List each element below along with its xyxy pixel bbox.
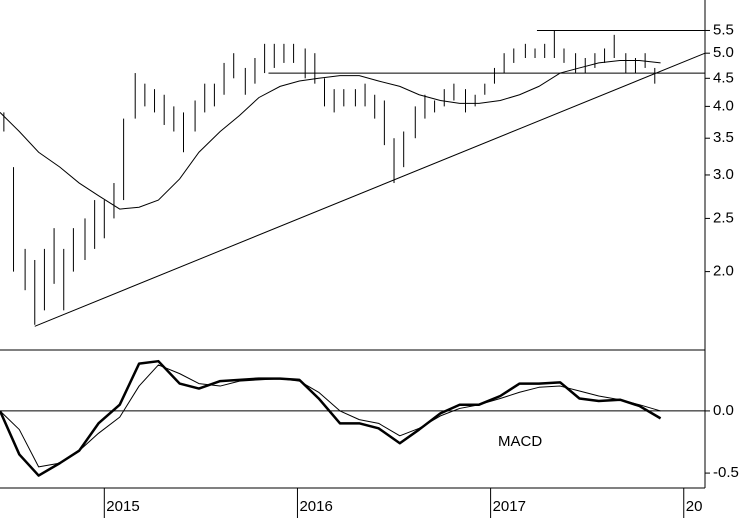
y-tick-label: 3.0 [713, 166, 734, 183]
y-tick-label: 2.5 [713, 209, 734, 226]
y-tick-label: -0.5 [713, 464, 739, 481]
moving-average [0, 59, 661, 210]
macd-line [0, 364, 661, 468]
y-tick-label: 2.0 [713, 263, 734, 280]
macd-line [0, 359, 662, 477]
y-tick-label: 4.0 [713, 97, 734, 114]
y-tick-label: 5.5 [713, 21, 734, 38]
y-tick-label: 0.0 [713, 402, 734, 419]
y-tick-label: 5.0 [713, 44, 734, 61]
x-tick-label: 20 [686, 498, 703, 515]
x-tick-label: 2015 [106, 498, 139, 515]
y-tick-label: 4.5 [713, 69, 734, 86]
x-tick-label: 2017 [493, 498, 526, 515]
macd-label: MACD [498, 433, 542, 450]
trend-line [34, 52, 706, 327]
y-tick-label: 3.5 [713, 129, 734, 146]
x-tick-label: 2016 [299, 498, 332, 515]
